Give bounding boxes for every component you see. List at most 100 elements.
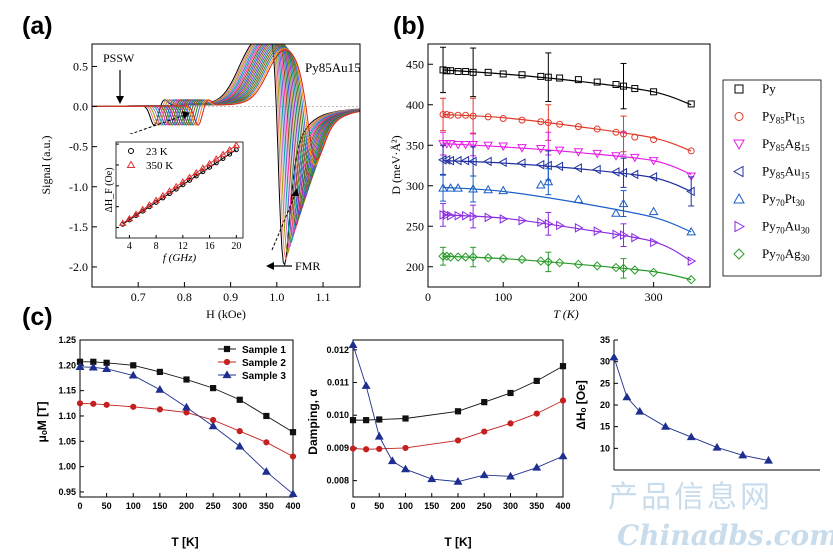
panel-b-legend-marker bbox=[733, 139, 745, 151]
panel-xtick-label: 350 bbox=[529, 501, 544, 511]
panel-b-data-point bbox=[648, 157, 659, 166]
panel-data-point bbox=[453, 477, 463, 485]
panel-b-data-point bbox=[574, 76, 582, 84]
panel-b-data-point bbox=[630, 265, 640, 275]
panel-b-legend-marker bbox=[734, 220, 746, 233]
panel-b-data-point bbox=[454, 68, 462, 76]
panel-data-point bbox=[402, 415, 409, 422]
inset-data-point bbox=[125, 214, 134, 222]
inset-data-point bbox=[145, 201, 154, 208]
panel-b-label: (b) bbox=[393, 12, 425, 40]
panel-b-fit-line bbox=[443, 143, 692, 175]
panel-b-data-point bbox=[453, 140, 463, 150]
panel-c3-ylabel: ΔHₒ [Oe] bbox=[574, 380, 588, 430]
panel-a-xlabel: H (kOe) bbox=[206, 307, 246, 321]
panel-b-ytick-label: 200 bbox=[406, 260, 424, 274]
inset-data-point bbox=[193, 173, 199, 179]
panel-data-point bbox=[128, 370, 138, 379]
panel-a-label: (a) bbox=[22, 12, 53, 40]
panel-b-xtick-label: 200 bbox=[569, 290, 587, 304]
inset-data-point bbox=[118, 219, 127, 226]
inset-xtick-label: 16 bbox=[205, 241, 215, 252]
panel-b-data-point bbox=[686, 186, 695, 197]
panel-data-point bbox=[427, 474, 437, 483]
panel-b-data-point bbox=[469, 112, 477, 120]
panel-b-data-point bbox=[468, 140, 478, 150]
panel-b-ytick-label: 350 bbox=[406, 138, 424, 152]
panel-c1-ylabel: μₒM [T] bbox=[35, 402, 49, 443]
panel-data-point bbox=[609, 352, 619, 361]
panel-b-data-point bbox=[439, 66, 447, 74]
panel-ytick-label: 1.20 bbox=[58, 360, 76, 370]
panel-b-data-point bbox=[687, 100, 695, 108]
pssw-trend-arrowhead bbox=[182, 111, 190, 119]
panel-b-data-point bbox=[611, 208, 621, 217]
panel-xtick-label: 400 bbox=[285, 501, 300, 511]
panel-a-curves bbox=[92, 43, 360, 267]
panel-ytick-label: 1.05 bbox=[58, 436, 76, 446]
panel-b-legend: Py Py85Pt15 Py85Ag15 Py85Au15 Py70Pt30 Py70Au… bbox=[722, 79, 822, 277]
panel-b-ytick-label: 400 bbox=[406, 98, 424, 112]
panel-data-point bbox=[559, 363, 567, 370]
panel-data-point bbox=[376, 416, 383, 423]
panel-b-data-point bbox=[543, 160, 552, 171]
panel-data-point bbox=[532, 462, 542, 471]
panel-data-point bbox=[686, 432, 696, 441]
fmr-arrowhead bbox=[266, 262, 274, 270]
panel-data-point bbox=[387, 456, 397, 465]
panel-b-data-point bbox=[650, 88, 658, 96]
panel-b-ylabel: D (meV·Å²) bbox=[389, 135, 403, 194]
panel-data-point bbox=[130, 362, 137, 369]
panel-b-data-point bbox=[460, 140, 471, 150]
panel-xtick-label: 150 bbox=[152, 501, 167, 511]
panel-b-data-point bbox=[483, 156, 492, 167]
panel-b-data-point bbox=[469, 211, 479, 222]
panel-b-data-point bbox=[573, 259, 584, 270]
panel-b-data-point bbox=[611, 152, 621, 161]
panel-a-curve bbox=[92, 49, 360, 161]
panel-b-xtick-label: 0 bbox=[425, 290, 431, 304]
inset-data-point bbox=[192, 168, 201, 176]
panel-b-data-point bbox=[573, 148, 584, 157]
inset-legend-marker bbox=[128, 148, 134, 154]
panel-b-data-point bbox=[593, 125, 601, 133]
panel-b-data-point bbox=[592, 149, 603, 159]
legend-label: Sample 1 bbox=[242, 345, 286, 356]
panel-b-legend-marker bbox=[734, 84, 744, 94]
panel-b-data-point bbox=[612, 229, 622, 240]
panel-b-data-point bbox=[544, 73, 552, 81]
panel-data-point bbox=[156, 406, 163, 413]
panel-data-point bbox=[288, 489, 298, 498]
panel-b-data-point bbox=[537, 217, 546, 228]
panel-data-point bbox=[236, 396, 243, 403]
panel-ytick-label: 25 bbox=[600, 378, 610, 388]
panel-series-line bbox=[79, 366, 294, 495]
panel-b-data-point bbox=[686, 226, 697, 236]
panel-data-point bbox=[183, 376, 190, 383]
panel-data-point bbox=[103, 401, 110, 408]
panel-data-point bbox=[533, 410, 540, 417]
panel-a-xtick-label: 1.0 bbox=[269, 290, 284, 304]
panel-b-legend-label: Py85Au15 bbox=[762, 164, 810, 181]
panel-xtick-label: 250 bbox=[477, 501, 492, 511]
panel-data-point bbox=[361, 381, 371, 389]
panel-data-point bbox=[507, 420, 514, 427]
panel-data-point bbox=[88, 362, 98, 371]
panel-a-ytick-label: 0.0 bbox=[73, 100, 88, 114]
panel-b-fit-line bbox=[442, 69, 692, 106]
panel-ytick-label: 15 bbox=[600, 422, 610, 432]
panel-b-data-point bbox=[620, 82, 628, 90]
inset-frame bbox=[115, 141, 244, 239]
panel-a-xtick-label: 0.9 bbox=[223, 290, 238, 304]
panel-b-data-point bbox=[687, 256, 697, 266]
panel-c1-plot: 0 50 100 150 200 250 300 350 400 1.25 1.20 1.15 1.10… bbox=[58, 335, 300, 511]
panel-data-point bbox=[289, 453, 297, 460]
panel-b-data-point bbox=[498, 157, 507, 168]
panel-b-legend-label: Py bbox=[762, 81, 776, 96]
panel-data-point bbox=[102, 364, 112, 372]
panel-data-point bbox=[182, 402, 191, 411]
panel-b: (b) 0 100 200 300 450 400 350 300 250 200 T (K) D… bbox=[389, 12, 822, 321]
panel-b-data-point bbox=[544, 119, 552, 127]
panel-b-fit-line bbox=[443, 160, 692, 192]
legend-marker bbox=[223, 345, 231, 353]
